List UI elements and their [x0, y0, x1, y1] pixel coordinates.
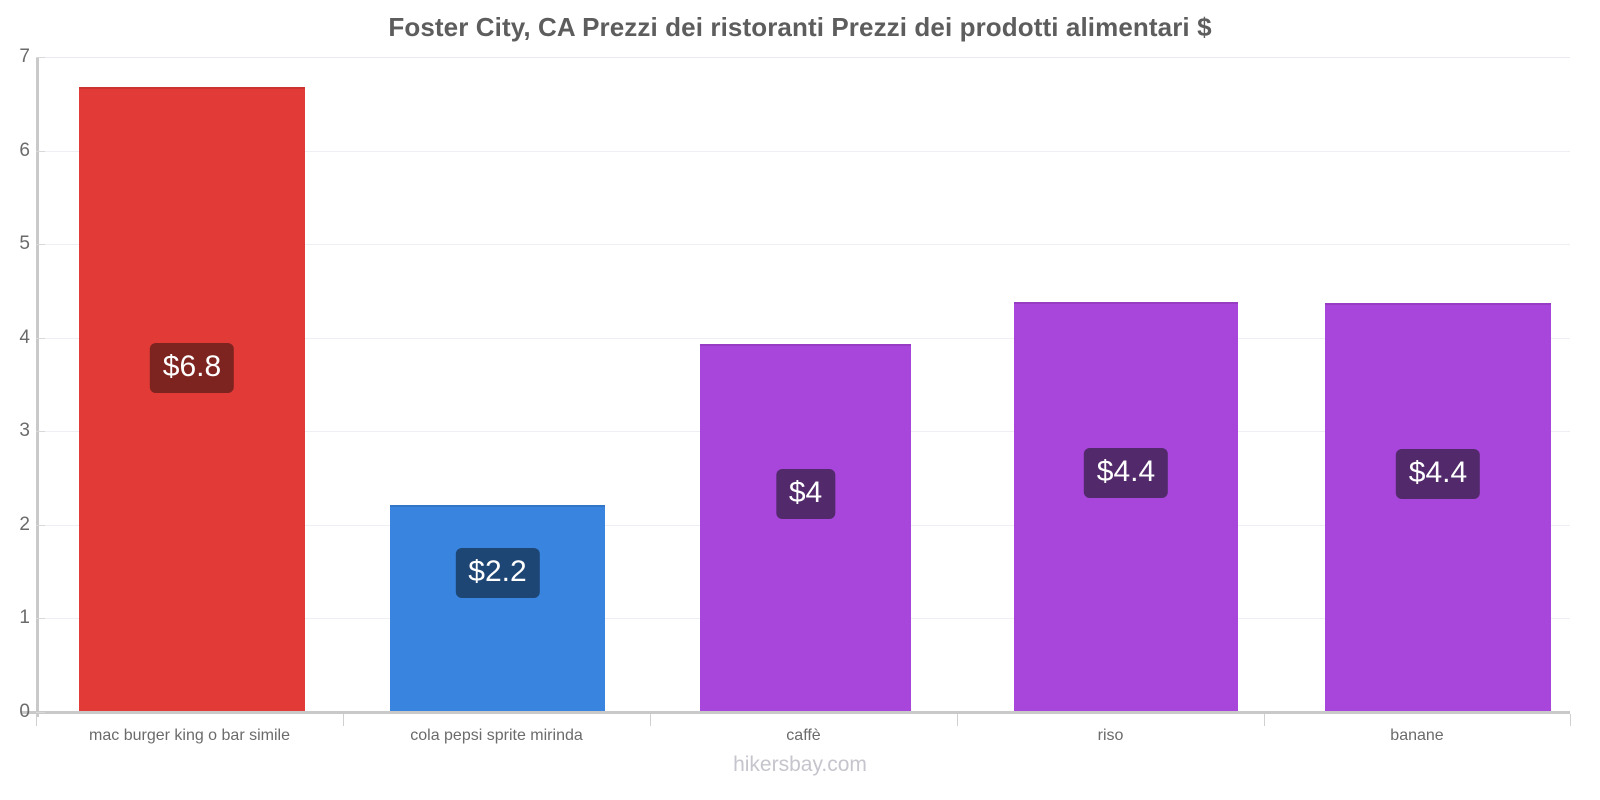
- gridline-4: [36, 337, 1570, 339]
- bar-value-label: $4.4: [1083, 448, 1169, 498]
- bar-value-label: $2.2: [455, 548, 540, 598]
- y-tick-label-1: 1: [19, 607, 30, 629]
- plot-area: $6.8 $2.2 $4 $4.4 $4.4: [36, 57, 1570, 712]
- gridline-5: [36, 244, 1570, 246]
- y-tick-mark-0: [36, 712, 45, 713]
- y-tick-label-6: 6: [19, 139, 30, 161]
- bar-riso[interactable]: $4.4: [1014, 302, 1238, 712]
- x-tick-mark-0: [36, 714, 37, 726]
- y-tick-mark-1: [36, 618, 45, 620]
- x-axis-label-riso: riso: [1097, 727, 1124, 744]
- bar-value-label: $4.4: [1395, 449, 1481, 499]
- x-tick-mark-4: [1264, 714, 1265, 726]
- gridline-7: [36, 57, 1570, 58]
- y-tick-mark-5: [36, 244, 45, 246]
- x-tick-mark-1: [343, 714, 344, 726]
- y-tick-label-4: 4: [19, 326, 30, 348]
- bar-caffe[interactable]: $4: [700, 344, 911, 712]
- y-tick-mark-4: [36, 337, 45, 339]
- bar-banane[interactable]: $4.4: [1325, 303, 1551, 712]
- x-axis-label-cola-pepsi-sprite-mirinda: cola pepsi sprite mirinda: [410, 727, 583, 744]
- y-axis-tick-labels: 7 6 5 4 3 2 1 0: [0, 0, 30, 800]
- x-tick-mark-5: [1570, 714, 1571, 726]
- y-tick-label-5: 5: [19, 233, 30, 255]
- bar-mac-burger-king[interactable]: $6.8: [79, 87, 305, 712]
- bar-value-label: $6.8: [149, 343, 235, 393]
- y-tick-label-7: 7: [19, 46, 30, 67]
- y-tick-label-3: 3: [19, 420, 30, 442]
- x-axis-label-caffe: caffè: [786, 727, 821, 744]
- x-axis-label-mac-burger-king: mac burger king o bar simile: [89, 727, 290, 744]
- y-tick-label-2: 2: [19, 513, 30, 535]
- x-tick-mark-3: [957, 714, 958, 726]
- x-tick-mark-2: [650, 714, 651, 726]
- y-tick-mark-3: [36, 431, 45, 433]
- bar-value-label: $4: [775, 469, 836, 519]
- y-tick-mark-7: [36, 57, 45, 58]
- y-tick-mark-6: [36, 150, 45, 152]
- footer-credit: hikersbay.com: [733, 753, 867, 776]
- y-axis-line: [36, 57, 39, 717]
- x-axis-line: [22, 711, 1570, 714]
- y-tick-label-0: 0: [19, 701, 30, 722]
- bar-cola-pepsi-sprite-mirinda[interactable]: $2.2: [390, 505, 605, 712]
- y-tick-mark-2: [36, 524, 45, 526]
- x-axis-label-banane: banane: [1390, 727, 1444, 744]
- gridline-6: [36, 150, 1570, 152]
- chart-title: Foster City, CA Prezzi dei ristoranti Pr…: [388, 12, 1212, 42]
